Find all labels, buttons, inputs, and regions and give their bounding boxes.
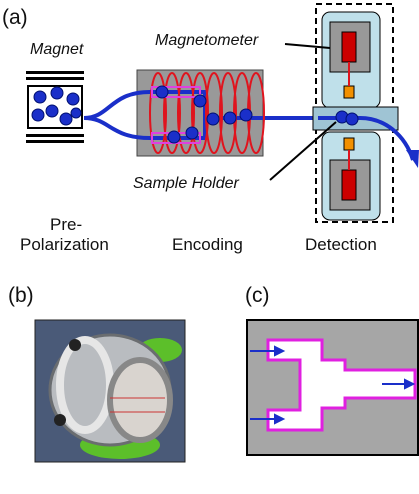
panel-label: (b) — [8, 284, 34, 307]
encoding-coil — [84, 70, 318, 156]
photo — [35, 320, 185, 462]
panel-label: (c) — [245, 284, 270, 307]
detector — [270, 4, 419, 222]
stage-label: Detection — [305, 235, 377, 254]
figure: (a) Magnet — [0, 0, 419, 489]
channel-diagram — [247, 320, 418, 455]
stage-label: Encoding — [172, 235, 243, 254]
magnet-label: Magnet — [30, 41, 84, 58]
magnetometer-label: Magnetometer — [155, 32, 259, 49]
magnet — [26, 71, 84, 143]
stage-label: Polarization — [20, 235, 109, 254]
stage-label: Pre- — [50, 215, 82, 234]
panel-label: (a) — [2, 6, 28, 29]
sample-holder-label: Sample Holder — [133, 175, 240, 192]
